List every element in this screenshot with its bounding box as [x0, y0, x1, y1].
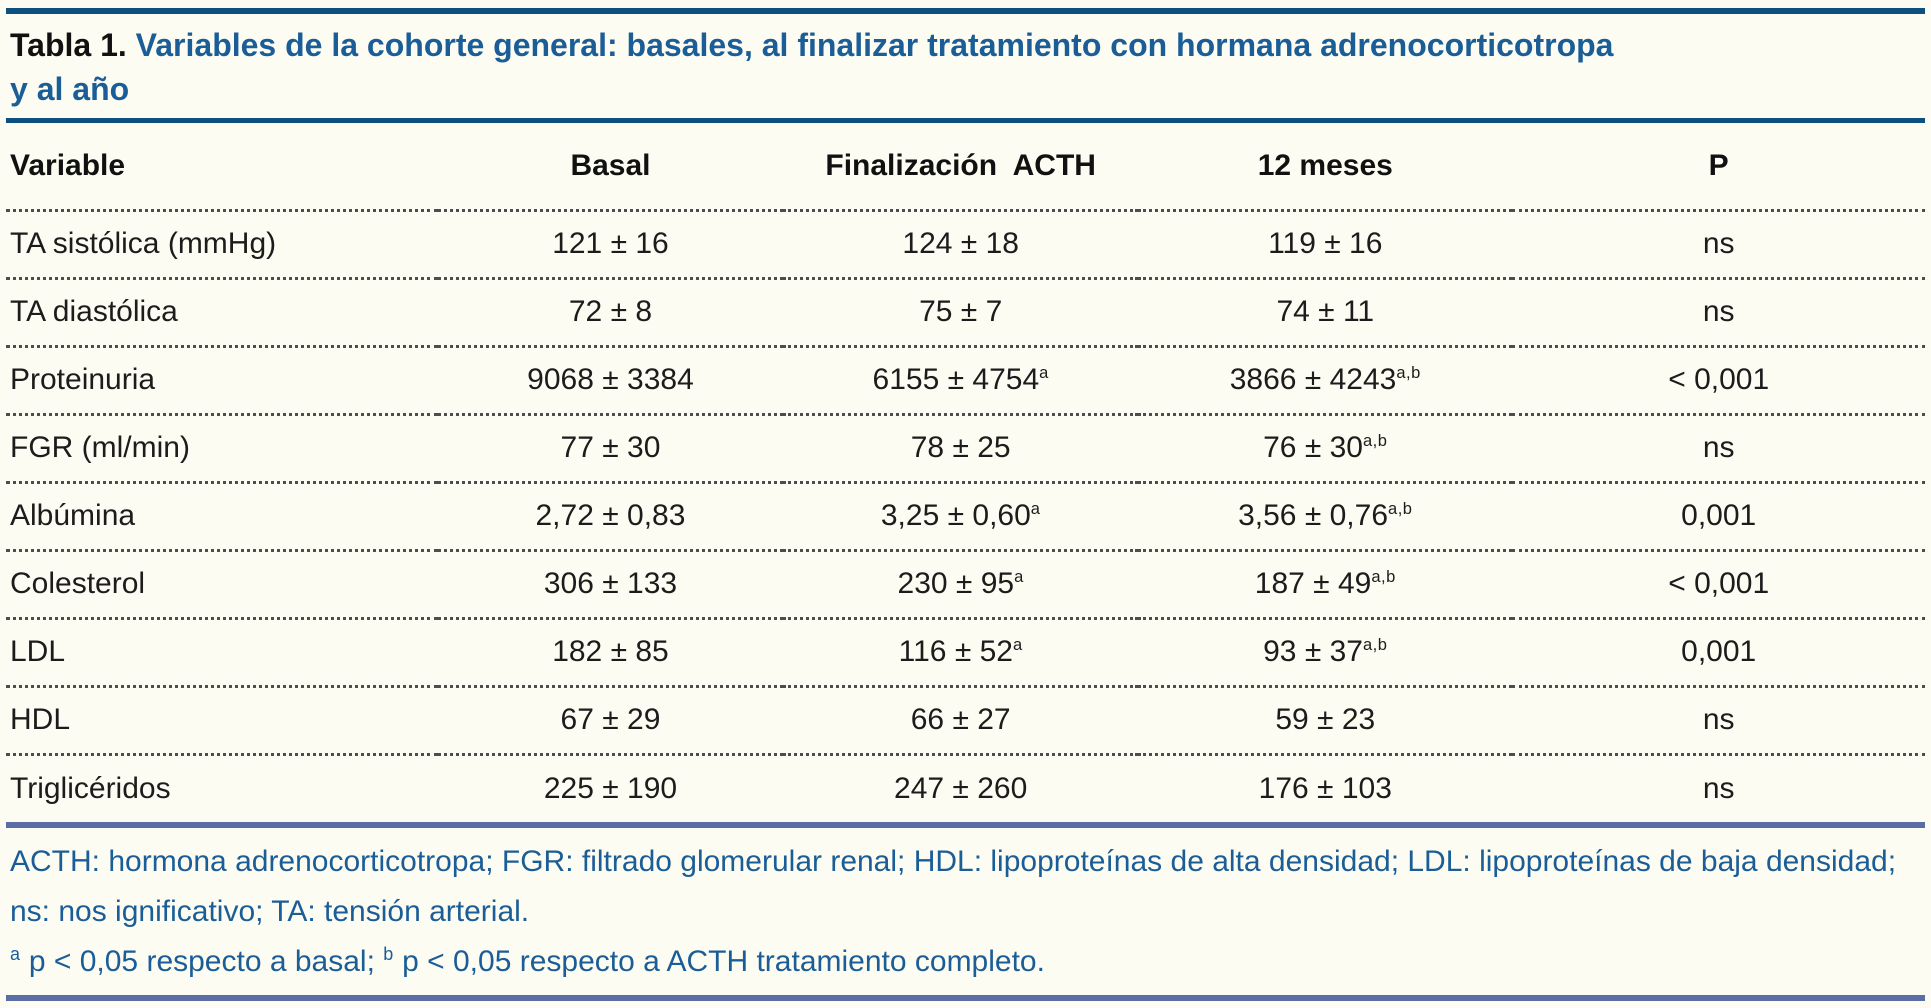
row-value: 66 ± 27 [783, 684, 1139, 754]
data-table: Variable Basal Finalización ACTH 12 mese… [6, 123, 1925, 822]
row-value: 75 ± 7 [783, 276, 1139, 346]
column-header-basal: Basal [570, 148, 651, 182]
row-value: 121 ± 16 [437, 208, 784, 278]
table-title-continued: y al año [10, 71, 130, 107]
table-body: TA sistólica (mmHg) 121 ± 16 124 ± 18 119 ±… [6, 208, 1925, 822]
row-value: 182 ± 85 [437, 616, 784, 686]
row-variable: LDL [6, 616, 438, 686]
footnote-text-a: p < 0,05 respecto a basal; [20, 945, 384, 978]
row-pvalue: < 0,001 [1512, 344, 1925, 414]
significance-superscript: a [1013, 636, 1023, 654]
row-value: 230 ± 95a [783, 548, 1139, 618]
row-value: 67 ± 29 [437, 684, 784, 754]
row-value: 187 ± 49a,b [1138, 548, 1513, 618]
row-pvalue: ns [1512, 752, 1925, 822]
table-header: Variable Basal Finalización ACTH 12 mese… [6, 123, 1925, 210]
significance-superscript: a,b [1388, 500, 1413, 518]
row-pvalue: < 0,001 [1512, 548, 1925, 618]
significance-footnote: a p < 0,05 respecto a basal; b p < 0,05 … [10, 937, 1921, 987]
table-row: LDL 182 ± 85 116 ± 52a 93 ± 37a,b 0,001 [6, 616, 1925, 686]
row-value: 74 ± 11 [1138, 276, 1513, 346]
row-value: 59 ± 23 [1138, 684, 1513, 754]
row-pvalue: ns [1512, 684, 1925, 754]
column-header-finalizacion-acth: Finalización ACTH [825, 148, 1096, 182]
abbreviation-note: ACTH: hormona adrenocorticotropa; FGR: f… [10, 845, 1897, 928]
row-value: 76 ± 30a,b [1138, 412, 1513, 482]
significance-superscript: a [1039, 364, 1049, 382]
table-row: Colesterol 306 ± 133 230 ± 95a 187 ± 49a,b <… [6, 548, 1925, 618]
row-value: 3,56 ± 0,76a,b [1138, 480, 1513, 550]
row-pvalue: ns [1512, 412, 1925, 482]
row-pvalue: 0,001 [1512, 480, 1925, 550]
row-pvalue: ns [1512, 208, 1925, 278]
table-row: TA diastólica 72 ± 8 75 ± 7 74 ± 11 ns [6, 276, 1925, 346]
table-bottom-rule [6, 822, 1925, 828]
caption-divider-rule [6, 118, 1925, 123]
table-caption: Tabla 1. Variables de la cohorte general… [6, 14, 1925, 118]
column-header-12-meses: 12 meses [1257, 148, 1393, 182]
row-variable: Albúmina [6, 480, 438, 550]
table-row: TA sistólica (mmHg) 121 ± 16 124 ± 18 119 ±… [6, 208, 1925, 278]
significance-superscript: a,b [1362, 432, 1388, 450]
row-value: 3,25 ± 0,60a [783, 480, 1139, 550]
caption-line-2: y al año [10, 67, 1921, 111]
significance-superscript: a [1014, 568, 1024, 586]
significance-superscript: a,b [1362, 636, 1388, 654]
row-value: 124 ± 18 [783, 208, 1139, 278]
table-label: Tabla 1. [10, 27, 127, 63]
row-value: 2,72 ± 0,83 [437, 480, 784, 550]
row-variable: FGR (ml/min) [6, 412, 438, 482]
significance-superscript: a [1030, 500, 1041, 518]
table-row: FGR (ml/min) 77 ± 30 78 ± 25 76 ± 30a,b ns [6, 412, 1925, 482]
table-row: Proteinuria 9068 ± 3384 6155 ± 4754a 3866 ±… [6, 344, 1925, 414]
row-variable: Triglicéridos [6, 752, 438, 822]
row-value: 225 ± 190 [437, 752, 784, 822]
table-row: HDL 67 ± 29 66 ± 27 59 ± 23 ns [6, 684, 1925, 754]
row-value: 6155 ± 4754a [783, 344, 1139, 414]
footnote-marker-b: b [383, 944, 394, 964]
table-title: Variables de la cohorte general: basales… [135, 27, 1614, 63]
table-footnotes: ACTH: hormona adrenocorticotropa; FGR: f… [6, 828, 1925, 995]
row-value: 9068 ± 3384 [437, 344, 784, 414]
table-row: Albúmina 2,72 ± 0,83 3,25 ± 0,60a 3,56 ± 0,… [6, 480, 1925, 550]
row-value: 93 ± 37a,b [1138, 616, 1513, 686]
page-bottom-rule [6, 995, 1925, 1001]
column-header-p: P [1708, 148, 1729, 182]
row-value: 119 ± 16 [1138, 208, 1513, 278]
row-variable: Proteinuria [6, 344, 438, 414]
footnote-marker-a: a [10, 944, 21, 964]
column-header-variable: Variable [10, 148, 126, 182]
row-value: 247 ± 260 [783, 752, 1139, 822]
row-pvalue: 0,001 [1512, 616, 1925, 686]
row-value: 72 ± 8 [437, 276, 784, 346]
significance-superscript: a,b [1371, 568, 1396, 586]
row-value: 176 ± 103 [1138, 752, 1513, 822]
row-variable: HDL [6, 684, 438, 754]
row-value: 77 ± 30 [437, 412, 784, 482]
significance-superscript: a,b [1396, 364, 1421, 382]
row-value: 3866 ± 4243a,b [1138, 344, 1513, 414]
table-row: Triglicéridos 225 ± 190 247 ± 260 176 ± 103… [6, 752, 1925, 822]
row-value: 78 ± 25 [783, 412, 1139, 482]
row-variable: TA diastólica [6, 276, 438, 346]
row-variable: Colesterol [6, 548, 438, 618]
row-pvalue: ns [1512, 276, 1925, 346]
row-value: 116 ± 52a [783, 616, 1139, 686]
header-row: Variable Basal Finalización ACTH 12 mese… [6, 123, 1925, 210]
row-value: 306 ± 133 [437, 548, 784, 618]
footnote-text-b: p < 0,05 respecto a ACTH tratamiento com… [393, 945, 1045, 978]
top-rule [6, 8, 1925, 14]
caption-line-1: Tabla 1. Variables de la cohorte general… [10, 23, 1921, 67]
row-variable: TA sistólica (mmHg) [6, 208, 438, 278]
